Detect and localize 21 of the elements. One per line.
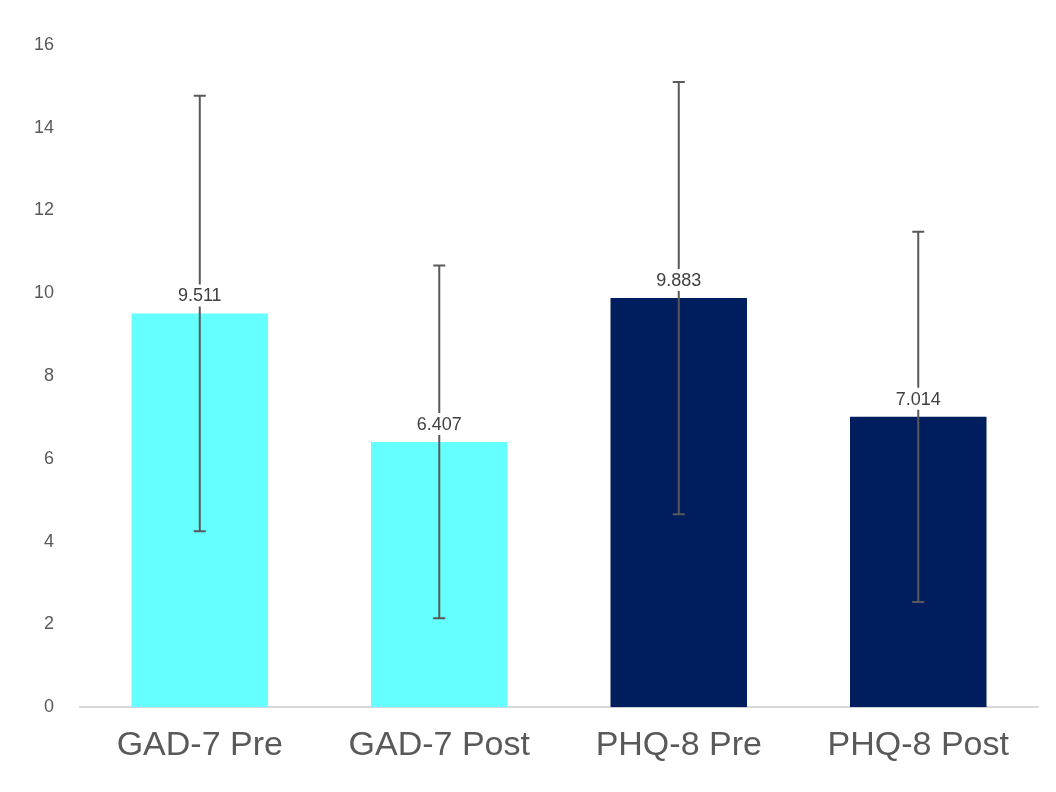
- x-tick-label: PHQ-8 Post: [827, 723, 1010, 762]
- y-tick-label: 6: [44, 447, 55, 468]
- y-tick-label: 2: [44, 613, 55, 634]
- bar: [610, 298, 748, 708]
- bar: [371, 441, 508, 708]
- y-tick-label: 14: [33, 116, 55, 137]
- data-label: 7.014: [895, 388, 941, 409]
- x-tick-label: GAD-7 Post: [348, 723, 531, 762]
- data-label: 9.883: [656, 270, 702, 291]
- y-tick-label: 4: [44, 530, 55, 551]
- bar: [850, 416, 987, 708]
- y-tick-label: 10: [33, 282, 55, 303]
- y-tick-label: 12: [33, 199, 55, 220]
- y-tick-label: 16: [33, 33, 55, 54]
- x-tick-label: PHQ-8 Pre: [595, 723, 762, 762]
- bar: [131, 313, 269, 708]
- data-label: 9.511: [177, 285, 222, 306]
- y-tick-label: 0: [44, 696, 55, 717]
- x-tick-label: GAD-7 Pre: [116, 723, 283, 762]
- y-tick-label: 8: [44, 364, 55, 385]
- data-label: 6.407: [416, 413, 462, 434]
